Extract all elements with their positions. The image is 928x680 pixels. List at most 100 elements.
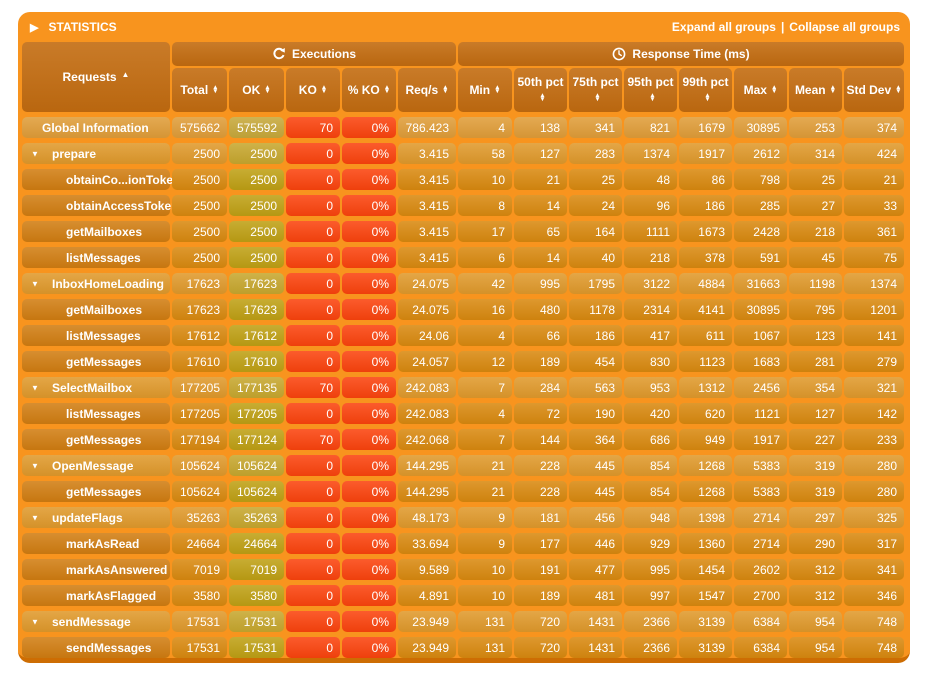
column-header-ok[interactable]: OK ▲ ▼ xyxy=(229,68,284,112)
column-header-pct_ko[interactable]: % KO ▲ ▼ xyxy=(342,68,396,112)
cell-p99: 949 xyxy=(679,429,732,450)
cell-p75: 24 xyxy=(569,195,622,216)
request-name-cell: obtainCo...ionToken xyxy=(22,169,180,190)
collapse-panel-icon[interactable]: ▶ xyxy=(30,21,39,34)
table-row: getMailboxes 2500 2500 0 0% 3.415 17 65 164 1111 1… xyxy=(18,221,910,242)
cell-min: 9 xyxy=(458,507,512,528)
cell-p95: 2366 xyxy=(624,611,677,632)
column-header-ko[interactable]: KO ▲ ▼ xyxy=(286,68,340,112)
cell-p95: 96 xyxy=(624,195,677,216)
cell-min: 42 xyxy=(458,273,512,294)
request-name-cell: listMessages xyxy=(22,247,170,268)
cell-ko: 0 xyxy=(286,611,340,632)
cell-p95: 953 xyxy=(624,377,677,398)
cell-ok: 17610 xyxy=(229,351,284,372)
group-collapse-icon[interactable]: ▼ xyxy=(31,617,39,626)
column-header-label: 99th pct ▲ ▼ xyxy=(682,75,729,103)
group-collapse-icon[interactable]: ▼ xyxy=(31,461,39,470)
cell-max: 1121 xyxy=(734,403,787,424)
cell-ko: 0 xyxy=(286,403,340,424)
cell-ok: 3580 xyxy=(229,585,284,606)
cell-p75: 456 xyxy=(569,507,622,528)
column-header-max[interactable]: Max ▲ ▼ xyxy=(734,68,787,112)
sort-icon[interactable]: ▲ ▼ xyxy=(770,84,778,96)
cell-p95: 854 xyxy=(624,481,677,502)
column-header-p99[interactable]: 99th pct ▲ ▼ xyxy=(679,68,732,112)
column-header-p95[interactable]: 95th pct ▲ ▼ xyxy=(624,68,677,112)
cell-reqs: 33.694 xyxy=(398,533,456,554)
cell-p99: 4884 xyxy=(679,273,732,294)
cell-min: 4 xyxy=(458,325,512,346)
column-header-min[interactable]: Min ▲ ▼ xyxy=(458,68,512,112)
sort-icon[interactable]: ▲ ▼ xyxy=(539,91,546,103)
column-header-label: Max ▲ ▼ xyxy=(743,82,778,97)
stats-table-body: Global Information 575662 575592 70 0% 786.42… xyxy=(18,117,910,658)
group-collapse-icon[interactable]: ▼ xyxy=(31,383,39,392)
cell-pct_ko: 0% xyxy=(342,403,396,424)
cell-total: 35263 xyxy=(172,507,227,528)
column-header-p50[interactable]: 50th pct ▲ ▼ xyxy=(514,68,567,112)
cell-total: 2500 xyxy=(172,169,227,190)
column-header-stddev[interactable]: Std Dev ▲ ▼ xyxy=(844,68,904,112)
column-header-p75[interactable]: 75th pct ▲ ▼ xyxy=(569,68,622,112)
request-name-cell[interactable]: ▼ SelectMailbox xyxy=(22,377,170,398)
column-header-requests[interactable]: Requests ▲ xyxy=(22,42,170,112)
cell-p99: 1679 xyxy=(679,117,732,138)
cell-total: 105624 xyxy=(172,481,227,502)
cell-p75: 563 xyxy=(569,377,622,398)
column-header-label: 95th pct ▲ ▼ xyxy=(627,75,674,103)
statistics-title-bar: ▶ STATISTICS Expand all groups | Collaps… xyxy=(18,12,910,42)
cell-p95: 686 xyxy=(624,429,677,450)
cell-pct_ko: 0% xyxy=(342,455,396,476)
request-name-cell[interactable]: ▼ prepare xyxy=(22,143,170,164)
cell-ko: 0 xyxy=(286,481,340,502)
cell-pct_ko: 0% xyxy=(342,585,396,606)
request-name-cell[interactable]: ▼ updateFlags xyxy=(22,507,170,528)
cell-p99: 1547 xyxy=(679,585,732,606)
sort-icon[interactable]: ▲ ▼ xyxy=(212,84,219,96)
sort-icon[interactable]: ▲ ▼ xyxy=(494,84,501,96)
sort-icon[interactable]: ▲ ▼ xyxy=(829,84,837,96)
group-collapse-icon[interactable]: ▼ xyxy=(31,279,39,288)
column-header-mean[interactable]: Mean ▲ ▼ xyxy=(789,68,842,112)
column-header-reqs[interactable]: Req/s ▲ ▼ xyxy=(398,68,456,112)
cell-pct_ko: 0% xyxy=(342,247,396,268)
cell-total: 3580 xyxy=(172,585,227,606)
request-name-cell[interactable]: ▼ InboxHomeLoading xyxy=(22,273,170,294)
cell-p99: 1268 xyxy=(679,481,732,502)
request-name-cell: obtainAccessToken xyxy=(22,195,178,216)
table-row: getMessages 17610 17610 0 0% 24.057 12 189 454 83… xyxy=(18,351,910,372)
sort-icon[interactable]: ▲ ▼ xyxy=(594,91,601,103)
cell-pct_ko: 0% xyxy=(342,481,396,502)
group-header-executions: Executions xyxy=(172,42,456,66)
cell-stddev: 748 xyxy=(844,637,904,658)
cell-max: 2456 xyxy=(734,377,787,398)
cell-ok: 2500 xyxy=(229,221,284,242)
sort-icon[interactable]: ▲ ▼ xyxy=(704,91,711,103)
column-header-label: KO ▲ ▼ xyxy=(298,82,328,97)
request-name-cell[interactable]: ▼ sendMessage xyxy=(22,611,170,632)
sort-icon[interactable]: ▲ ▼ xyxy=(895,84,902,96)
sort-icon[interactable]: ▲ ▼ xyxy=(320,84,328,96)
collapse-all-groups-link[interactable]: Collapse all groups xyxy=(789,20,900,34)
cell-ok: 17623 xyxy=(229,299,284,320)
sort-icon[interactable]: ▲ ▼ xyxy=(264,84,271,96)
cell-ok: 177124 xyxy=(229,429,284,450)
table-row: ▼ InboxHomeLoading 17623 17623 0 0% 24.075 42 99… xyxy=(18,273,910,294)
expand-all-groups-link[interactable]: Expand all groups xyxy=(671,20,776,34)
cell-reqs: 3.415 xyxy=(398,195,456,216)
cell-ko: 0 xyxy=(286,585,340,606)
cell-p50: 189 xyxy=(514,351,567,372)
links-separator: | xyxy=(780,20,785,34)
sort-icon[interactable]: ▲ ▼ xyxy=(383,84,391,96)
group-collapse-icon[interactable]: ▼ xyxy=(31,513,39,522)
sort-icon[interactable]: ▲ ▼ xyxy=(649,91,656,103)
sort-icon[interactable]: ▲ ▼ xyxy=(442,84,449,96)
cell-reqs: 24.075 xyxy=(398,299,456,320)
column-header-total[interactable]: Total ▲ ▼ xyxy=(172,68,227,112)
request-name-cell[interactable]: ▼ OpenMessage xyxy=(22,455,170,476)
group-collapse-icon[interactable]: ▼ xyxy=(31,149,39,158)
cell-p99: 1673 xyxy=(679,221,732,242)
cell-mean: 281 xyxy=(789,351,842,372)
table-row: sendMessages 17531 17531 0 0% 23.949 131 720 143… xyxy=(18,637,910,658)
